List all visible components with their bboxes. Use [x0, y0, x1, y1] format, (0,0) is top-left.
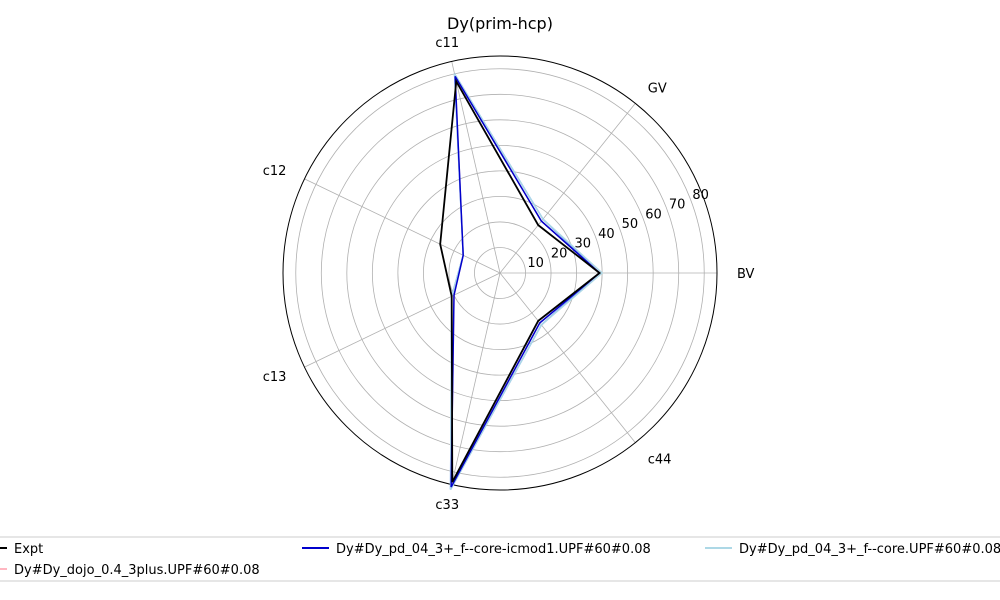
axis-label: c33	[435, 498, 459, 513]
radar-labels: 10 20 30 40 50 60 70 80 BV GV c11 c12 c13 c33 c44	[263, 36, 755, 513]
grid-circle	[474, 247, 526, 299]
radar-grid	[282, 55, 718, 491]
grid-circle	[295, 68, 705, 478]
axis-label: c13	[263, 370, 287, 385]
r-tick-label: 50	[622, 217, 639, 232]
spoke-line	[304, 272, 501, 368]
r-tick-label: 10	[527, 256, 544, 271]
series-line	[439, 78, 602, 483]
r-tick-label: 40	[598, 227, 615, 242]
legend: Expt Dy#Dy_pd_04_3+_f--core-icmod1.UPF#60…	[0, 536, 1000, 582]
spoke-line	[304, 178, 501, 274]
series-line	[450, 75, 601, 488]
spoke-line	[451, 61, 501, 274]
series-line	[449, 73, 601, 490]
grid-circle	[346, 119, 654, 427]
r-tick-label: 80	[692, 188, 709, 203]
axis-label: GV	[648, 82, 667, 97]
spoke-line	[499, 103, 636, 274]
axis-label: c12	[263, 164, 287, 179]
series-line	[450, 75, 601, 488]
r-tick-label: 70	[669, 198, 686, 213]
spoke-line	[451, 272, 501, 485]
grid-circle	[448, 221, 552, 325]
axis-label: c11	[435, 36, 459, 51]
r-tick-label: 60	[645, 207, 662, 222]
legend-label: Dy#Dy_pd_04_3+_f--core.UPF#60#0.08	[739, 542, 1000, 557]
chart-title: Dy(prim-hcp)	[447, 14, 553, 33]
spoke-line	[499, 272, 636, 443]
axis-label: c44	[648, 452, 672, 467]
legend-label: Dy#Dy_dojo_0.4_3plus.UPF#60#0.08	[14, 563, 260, 578]
radar-series	[439, 73, 604, 490]
legend-label: Expt	[14, 542, 43, 557]
grid-circle	[423, 196, 577, 350]
legend-box	[0, 536, 1000, 582]
series-line	[449, 73, 604, 490]
r-tick-label: 30	[574, 237, 591, 252]
grid-circle	[320, 93, 680, 453]
r-tick-label: 20	[551, 246, 568, 261]
axis-label: BV	[737, 267, 755, 282]
legend-label: Dy#Dy_pd_04_3+_f--core-icmod1.UPF#60#0.0…	[336, 542, 651, 557]
outer-frame	[282, 55, 718, 491]
